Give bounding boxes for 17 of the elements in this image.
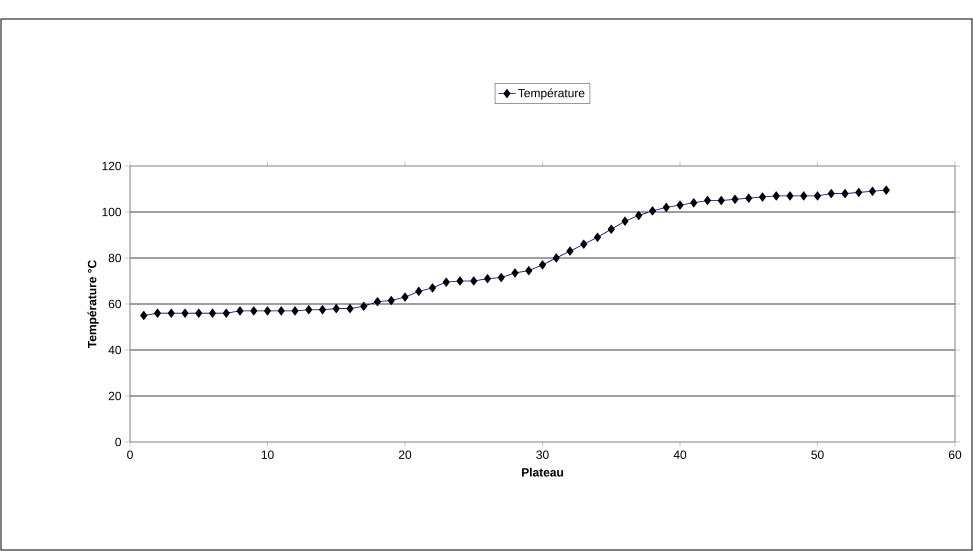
y-tick-label: 20 xyxy=(108,392,122,400)
y-tick-label: 100 xyxy=(102,208,122,216)
x-tick-label: 60 xyxy=(948,450,962,459)
x-tick-label: 50 xyxy=(811,450,824,459)
x-tick-label: 40 xyxy=(674,450,686,459)
x-tick-label: 10 xyxy=(262,450,274,459)
y-tick-label: 40 xyxy=(108,346,122,354)
y-tick-label: 0 xyxy=(115,438,122,446)
legend-label: Température xyxy=(518,88,584,100)
x-tick-label: 20 xyxy=(398,450,412,459)
x-tick-label: 0 xyxy=(127,450,133,459)
y-tick-label: 120 xyxy=(102,162,122,170)
y-axis-title: Température °C xyxy=(87,260,99,348)
x-tick-label: 30 xyxy=(536,450,549,459)
y-tick-label: 60 xyxy=(108,300,122,308)
y-tick-label: 80 xyxy=(108,254,122,262)
x-axis-title: Plateau xyxy=(522,468,563,477)
